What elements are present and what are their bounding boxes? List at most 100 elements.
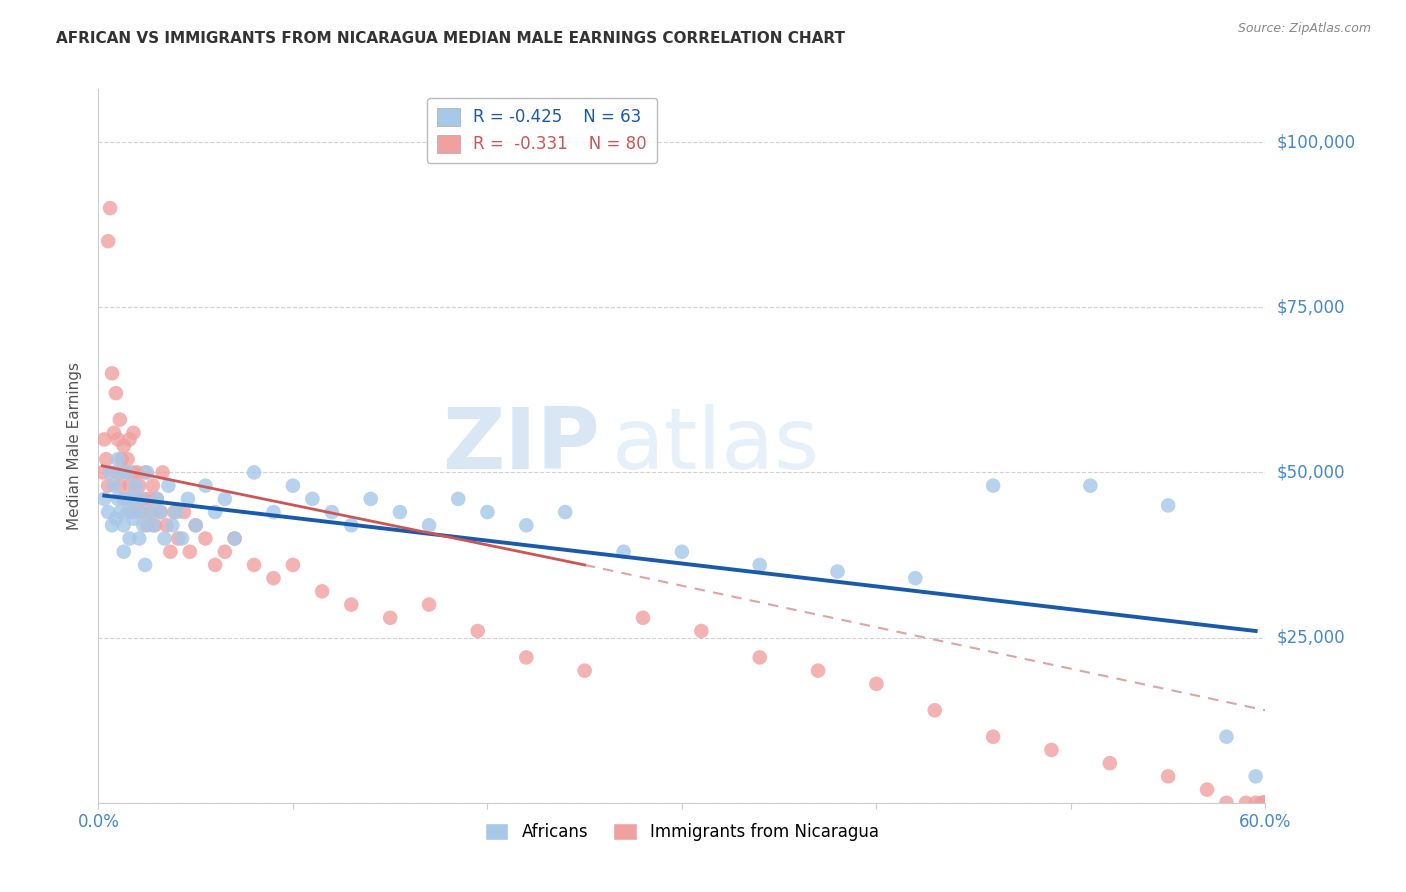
- Point: [321, 505, 343, 519]
- Point: [243, 558, 266, 572]
- Point: [136, 518, 159, 533]
- Text: $50,000: $50,000: [1277, 464, 1346, 482]
- Point: [1215, 796, 1237, 810]
- Text: $25,000: $25,000: [1277, 629, 1346, 647]
- Point: [418, 518, 440, 533]
- Point: [129, 491, 152, 506]
- Point: [117, 466, 139, 480]
- Point: [114, 491, 136, 506]
- Point: [91, 466, 114, 480]
- Point: [301, 491, 323, 506]
- Text: $100,000: $100,000: [1277, 133, 1355, 151]
- Point: [981, 730, 1004, 744]
- Point: [1254, 796, 1277, 810]
- Point: [1254, 796, 1277, 810]
- Point: [101, 518, 124, 533]
- Point: [112, 491, 135, 506]
- Point: [865, 677, 887, 691]
- Point: [671, 545, 693, 559]
- Point: [224, 532, 246, 546]
- Point: [184, 518, 207, 533]
- Point: [139, 505, 162, 519]
- Point: [127, 466, 149, 480]
- Text: AFRICAN VS IMMIGRANTS FROM NICARAGUA MEDIAN MALE EARNINGS CORRELATION CHART: AFRICAN VS IMMIGRANTS FROM NICARAGUA MED…: [56, 31, 845, 46]
- Point: [128, 478, 150, 492]
- Point: [134, 466, 156, 480]
- Point: [194, 532, 217, 546]
- Point: [1254, 796, 1277, 810]
- Point: [114, 466, 136, 480]
- Point: [155, 518, 177, 533]
- Point: [118, 532, 141, 546]
- Point: [177, 491, 200, 506]
- Point: [1254, 796, 1277, 810]
- Text: atlas: atlas: [612, 404, 820, 488]
- Point: [97, 478, 120, 492]
- Point: [515, 650, 537, 665]
- Point: [112, 545, 135, 559]
- Point: [224, 532, 246, 546]
- Point: [146, 491, 169, 506]
- Point: [204, 558, 226, 572]
- Point: [981, 478, 1004, 492]
- Point: [103, 425, 125, 440]
- Point: [108, 412, 131, 426]
- Point: [1040, 743, 1063, 757]
- Point: [112, 439, 135, 453]
- Point: [418, 598, 440, 612]
- Point: [121, 491, 143, 506]
- Point: [340, 598, 363, 612]
- Legend: Africans, Immigrants from Nicaragua: Africans, Immigrants from Nicaragua: [478, 816, 886, 848]
- Point: [143, 518, 166, 533]
- Point: [477, 505, 499, 519]
- Point: [97, 234, 120, 248]
- Point: [149, 505, 172, 519]
- Point: [142, 478, 165, 492]
- Text: Source: ZipAtlas.com: Source: ZipAtlas.com: [1237, 22, 1371, 36]
- Point: [467, 624, 489, 638]
- Point: [124, 478, 146, 492]
- Point: [129, 505, 152, 519]
- Y-axis label: Median Male Earnings: Median Male Earnings: [67, 362, 83, 530]
- Text: $75,000: $75,000: [1277, 298, 1346, 317]
- Point: [107, 433, 129, 447]
- Point: [107, 452, 129, 467]
- Point: [1195, 782, 1218, 797]
- Point: [631, 611, 654, 625]
- Point: [1080, 478, 1102, 492]
- Point: [281, 478, 304, 492]
- Point: [1254, 796, 1277, 810]
- Point: [1098, 756, 1121, 771]
- Point: [807, 664, 830, 678]
- Point: [157, 478, 180, 492]
- Point: [138, 491, 160, 506]
- Point: [108, 478, 131, 492]
- Point: [447, 491, 470, 506]
- Point: [748, 558, 770, 572]
- Point: [111, 452, 134, 467]
- Point: [1254, 796, 1277, 810]
- Point: [112, 518, 135, 533]
- Point: [173, 505, 195, 519]
- Point: [204, 505, 226, 519]
- Point: [146, 491, 169, 506]
- Point: [93, 491, 115, 506]
- Point: [388, 505, 411, 519]
- Point: [243, 466, 266, 480]
- Point: [690, 624, 713, 638]
- Point: [136, 466, 159, 480]
- Point: [93, 433, 115, 447]
- Point: [97, 505, 120, 519]
- Point: [1253, 796, 1275, 810]
- Point: [152, 466, 174, 480]
- Point: [574, 664, 596, 678]
- Point: [153, 532, 176, 546]
- Point: [214, 491, 236, 506]
- Point: [104, 386, 127, 401]
- Point: [1157, 769, 1180, 783]
- Point: [134, 558, 156, 572]
- Point: [118, 433, 141, 447]
- Point: [170, 532, 193, 546]
- Point: [262, 571, 284, 585]
- Point: [214, 545, 236, 559]
